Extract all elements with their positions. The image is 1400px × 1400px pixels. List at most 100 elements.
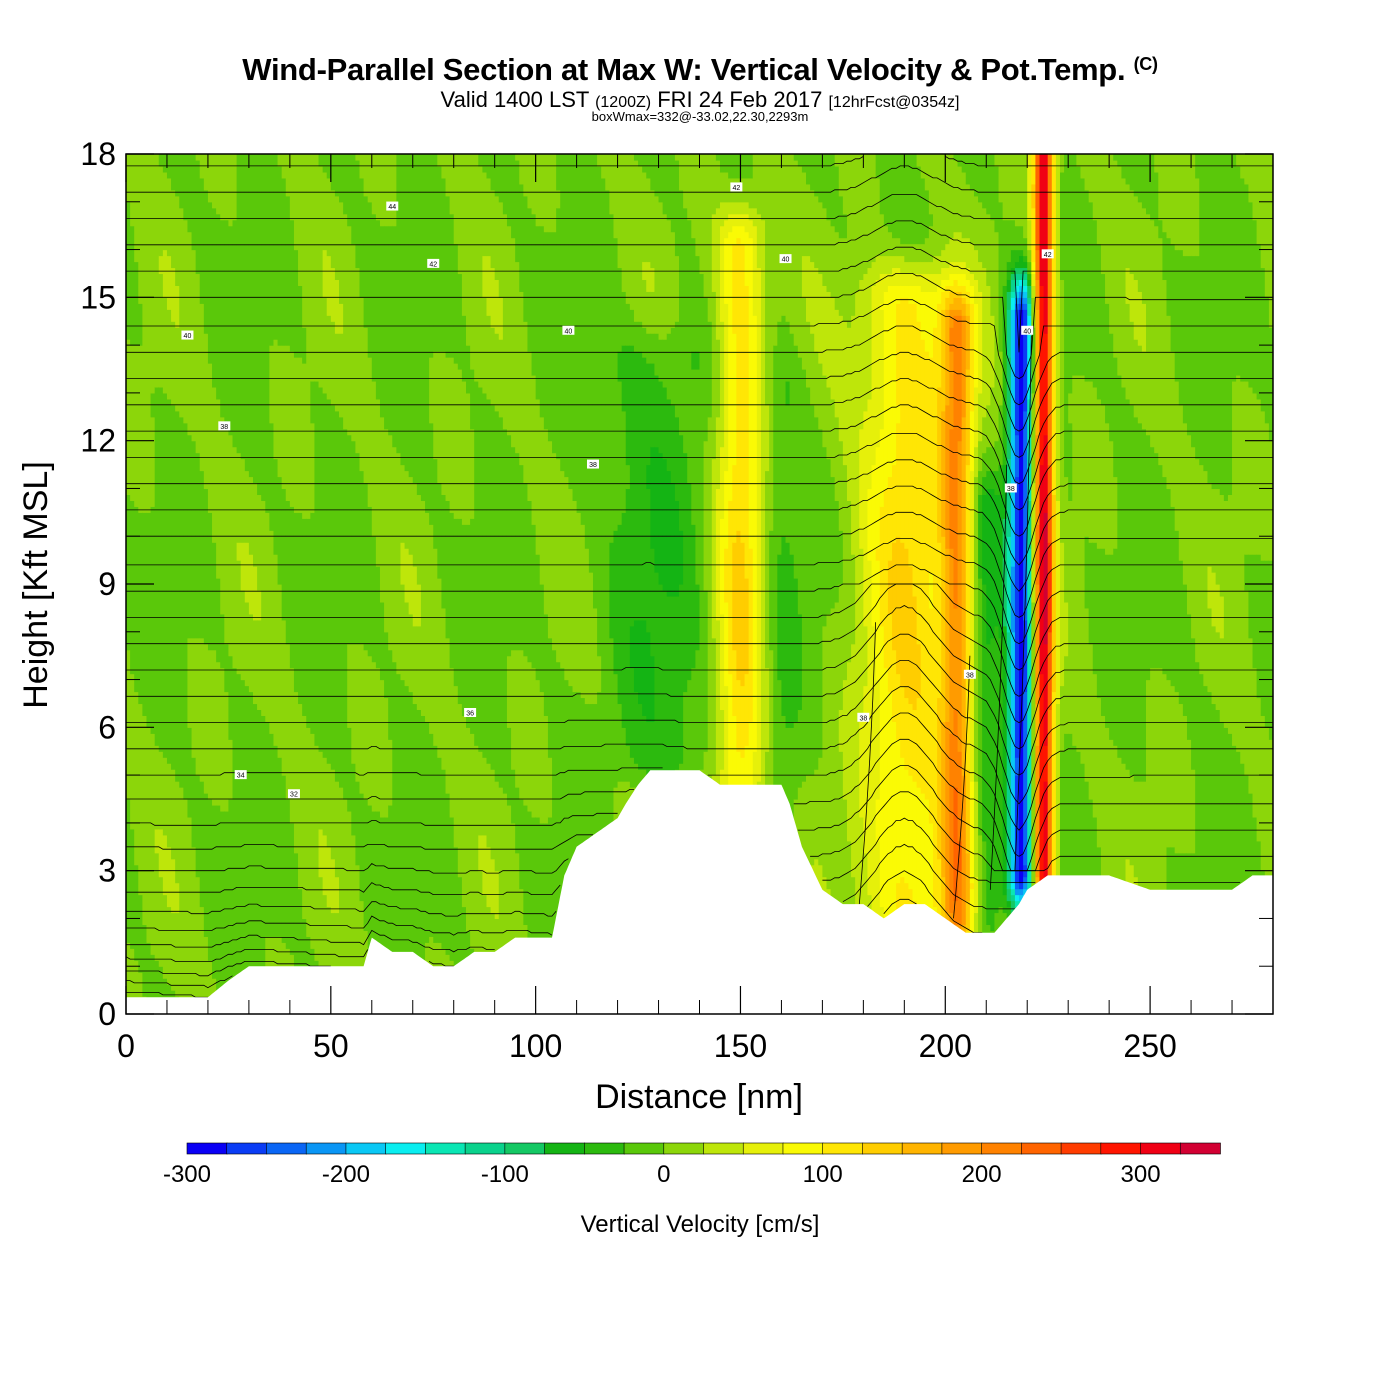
velocity-cell bbox=[273, 745, 279, 937]
velocity-cell bbox=[875, 560, 881, 681]
velocity-cell bbox=[1023, 691, 1028, 866]
velocity-cell bbox=[310, 733, 316, 949]
velocity-cell bbox=[502, 793, 508, 1014]
velocity-cell bbox=[126, 649, 131, 800]
velocity-cell bbox=[1207, 482, 1213, 567]
velocity-cell bbox=[892, 649, 897, 722]
velocity-cell bbox=[244, 542, 250, 603]
velocity-cell bbox=[171, 858, 176, 914]
pot-temp-contour bbox=[126, 325, 1273, 432]
velocity-cell bbox=[1244, 589, 1250, 776]
velocity-cell bbox=[1014, 261, 1020, 269]
velocity-cell bbox=[257, 154, 262, 496]
velocity-cell bbox=[506, 225, 512, 436]
velocity-cell bbox=[842, 213, 848, 239]
velocity-cell bbox=[814, 769, 819, 860]
velocity-cell bbox=[478, 870, 483, 967]
velocity-cell bbox=[556, 458, 561, 663]
colorbar-title: Vertical Velocity [cm/s] bbox=[581, 1211, 820, 1238]
velocity-cell bbox=[363, 154, 369, 197]
contour-label-bg bbox=[857, 712, 870, 722]
velocity-cell bbox=[461, 380, 467, 525]
velocity-cell bbox=[896, 739, 901, 884]
velocity-cell bbox=[457, 273, 463, 370]
velocity-cell bbox=[539, 822, 545, 1009]
velocity-cell bbox=[486, 177, 492, 257]
velocity-cell bbox=[269, 345, 275, 424]
velocity-cell bbox=[158, 876, 164, 967]
velocity-cell bbox=[150, 154, 156, 394]
velocity-cell bbox=[216, 804, 221, 997]
velocity-cell bbox=[724, 219, 729, 239]
velocity-cell bbox=[1031, 601, 1037, 896]
velocity-cell bbox=[1129, 404, 1135, 776]
velocity-cell bbox=[1027, 500, 1032, 549]
y-tick-label: 18 bbox=[80, 136, 116, 172]
velocity-cell bbox=[740, 213, 746, 227]
velocity-cell bbox=[867, 398, 873, 490]
velocity-cell bbox=[199, 637, 205, 782]
contour-label-bg bbox=[386, 201, 399, 211]
colorbar-swatch bbox=[464, 1142, 506, 1155]
velocity-cell bbox=[724, 171, 729, 203]
velocity-cell bbox=[1064, 601, 1069, 657]
pot-temp-contour bbox=[126, 686, 1273, 831]
velocity-cell bbox=[879, 213, 885, 257]
velocity-cell bbox=[1059, 171, 1065, 281]
velocity-cell bbox=[363, 799, 369, 931]
velocity-cell bbox=[1158, 154, 1163, 221]
velocity-cell bbox=[814, 416, 819, 770]
velocity-cell bbox=[1248, 386, 1254, 555]
velocity-cell bbox=[429, 154, 434, 358]
pot-temp-contour bbox=[989, 464, 1008, 890]
y-tick-label: 15 bbox=[80, 279, 116, 315]
velocity-cell bbox=[191, 757, 197, 848]
velocity-cell bbox=[912, 303, 918, 597]
velocity-cell bbox=[171, 189, 176, 269]
velocity-cell bbox=[306, 518, 311, 728]
velocity-cell bbox=[339, 787, 344, 1009]
velocity-cell bbox=[732, 649, 737, 716]
velocity-cell bbox=[1031, 261, 1037, 275]
colorbar-tick-label: -100 bbox=[481, 1161, 529, 1188]
velocity-cell bbox=[134, 960, 139, 1014]
velocity-cell bbox=[367, 201, 373, 358]
velocity-cell bbox=[719, 321, 725, 448]
velocity-cell bbox=[179, 787, 184, 1003]
velocity-cell bbox=[724, 303, 729, 472]
velocity-cell bbox=[400, 542, 406, 585]
velocity-cell bbox=[1014, 757, 1020, 776]
velocity-cell bbox=[818, 363, 823, 430]
velocity-cell bbox=[900, 285, 905, 298]
velocity-cell bbox=[900, 297, 905, 543]
velocity-cell bbox=[609, 154, 615, 215]
velocity-cell bbox=[506, 804, 512, 1014]
velocity-cell bbox=[892, 255, 897, 269]
velocity-cell bbox=[830, 297, 836, 400]
velocity-cell bbox=[801, 154, 807, 173]
velocity-cell bbox=[1129, 189, 1135, 275]
velocity-cell bbox=[527, 810, 533, 955]
velocity-cell bbox=[920, 154, 926, 179]
velocity-cell bbox=[138, 894, 143, 973]
velocity-cell bbox=[973, 386, 979, 448]
velocity-cell bbox=[289, 667, 295, 824]
velocity-cell bbox=[924, 154, 930, 191]
velocity-cell bbox=[150, 954, 156, 1014]
velocity-cell bbox=[429, 357, 434, 424]
velocity-cell bbox=[519, 464, 524, 651]
velocity-cell bbox=[494, 195, 500, 281]
velocity-cell bbox=[826, 291, 832, 388]
velocity-cell bbox=[621, 727, 627, 782]
velocity-cell bbox=[281, 775, 287, 943]
velocity-cell bbox=[650, 721, 656, 776]
velocity-cell bbox=[969, 781, 975, 884]
contour-label: 32 bbox=[287, 789, 300, 799]
velocity-cell bbox=[1105, 154, 1110, 304]
velocity-cell bbox=[642, 171, 647, 263]
velocity-cell bbox=[175, 195, 180, 286]
velocity-cell bbox=[1019, 255, 1024, 269]
velocity-cell bbox=[375, 219, 381, 400]
velocity-cell bbox=[994, 165, 1000, 233]
velocity-cell bbox=[453, 685, 459, 848]
